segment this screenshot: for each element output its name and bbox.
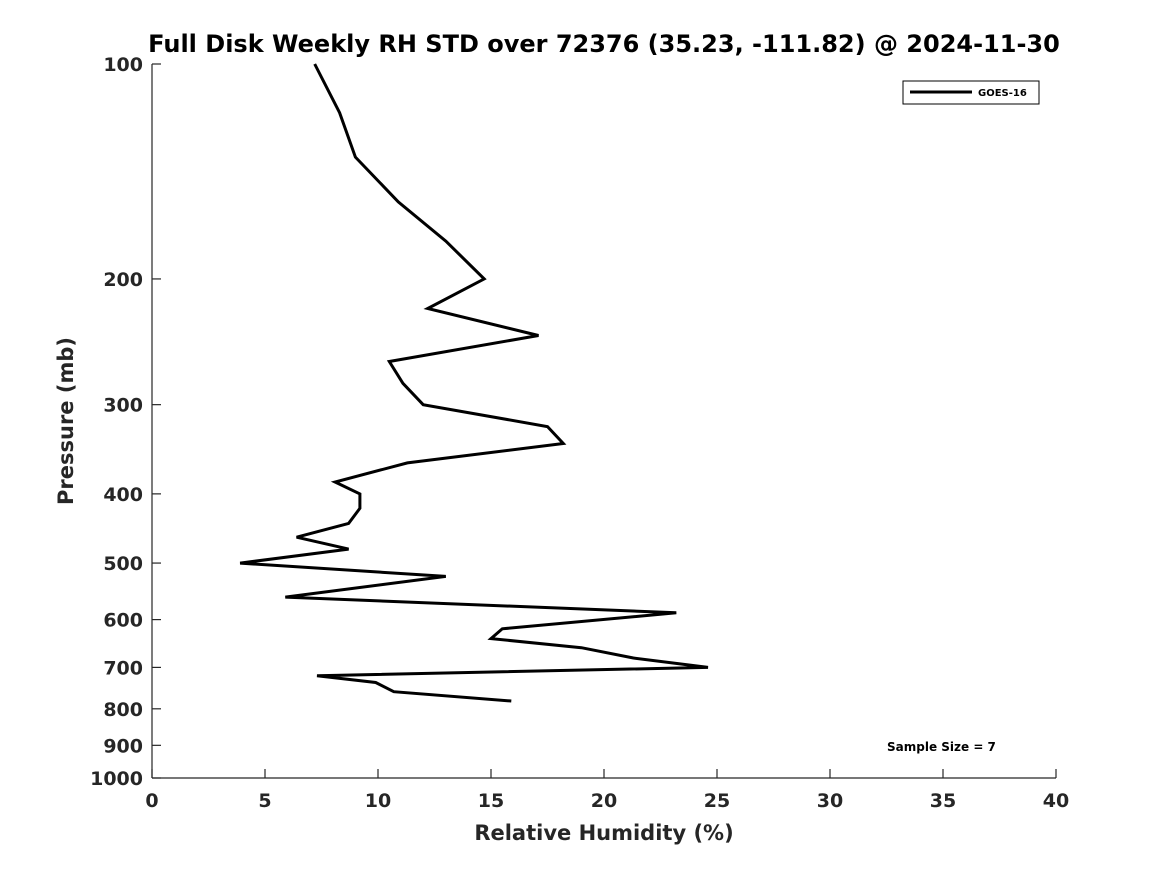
- x-tick-label: 5: [258, 790, 271, 812]
- y-tick-label: 200: [103, 269, 143, 291]
- series-line-goes-16: [239, 63, 709, 703]
- y-tick-label: 100: [103, 54, 143, 76]
- sample-size-annotation: Sample Size = 7: [887, 740, 996, 754]
- x-tick-label: 20: [591, 790, 617, 812]
- series-layer: [239, 63, 709, 703]
- x-axis-label: Relative Humidity (%): [474, 821, 733, 845]
- y-tick-label: 700: [103, 657, 143, 679]
- x-tick-label: 30: [817, 790, 843, 812]
- x-tick-label: 15: [478, 790, 504, 812]
- x-tick-label: 10: [365, 790, 391, 812]
- x-tick-label: 25: [704, 790, 730, 812]
- y-tick-label: 300: [103, 395, 143, 417]
- legend-label-goes-16: GOES-16: [978, 88, 1027, 99]
- y-tick-label: 800: [103, 699, 143, 721]
- chart-title: Full Disk Weekly RH STD over 72376 (35.2…: [148, 30, 1060, 58]
- x-tick-label: 0: [145, 790, 158, 812]
- axes: 0 5 10 15 20 25 30 35 40 100 200 300 400 500 600 700 800…: [90, 54, 1069, 812]
- x-tick-label: 35: [930, 790, 956, 812]
- x-tick-label: 40: [1043, 790, 1069, 812]
- legend: GOES-16: [902, 80, 1040, 105]
- y-axis-label: Pressure (mb): [54, 337, 78, 505]
- y-tick-label: 1000: [90, 768, 143, 790]
- y-tick-label: 900: [103, 735, 143, 757]
- y-tick-label: 400: [103, 484, 143, 506]
- y-tick-label: 500: [103, 553, 143, 575]
- y-tick-label: 600: [103, 610, 143, 632]
